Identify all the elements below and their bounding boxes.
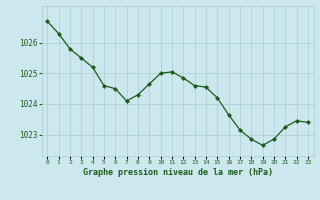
X-axis label: Graphe pression niveau de la mer (hPa): Graphe pression niveau de la mer (hPa) [83, 168, 273, 177]
